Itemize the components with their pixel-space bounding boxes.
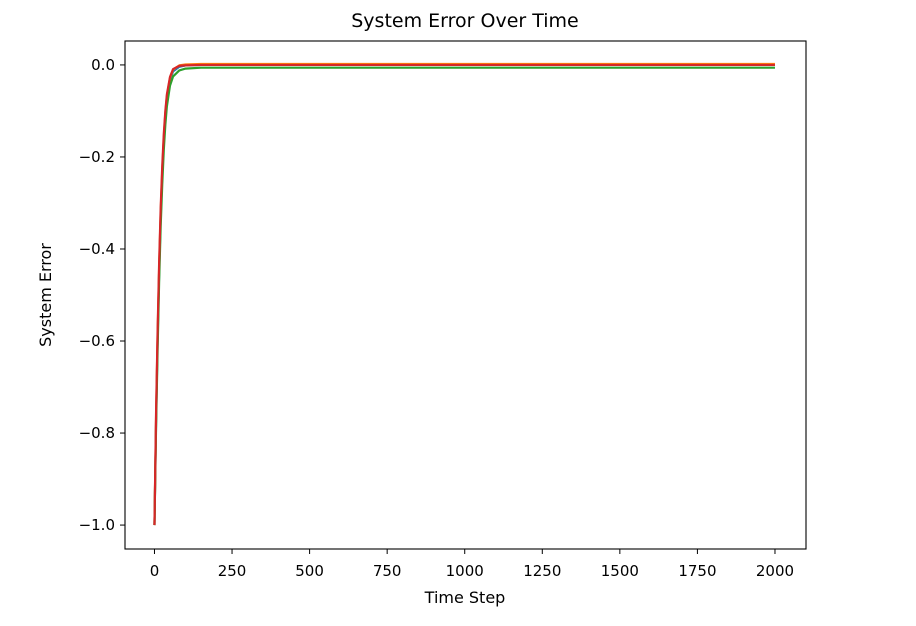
x-tick-label: 1750 [678, 562, 716, 580]
y-axis-title: System Error [36, 243, 55, 347]
chart-title: System Error Over Time [351, 10, 578, 32]
series-line-3 [153, 66, 775, 526]
x-axis-title: Time Step [424, 588, 506, 607]
y-axis: 0.0 −0.2 −0.4 −0.6 −0.8 −1.0 [79, 56, 125, 534]
series-layer [153, 62, 775, 526]
series-line-4 [153, 63, 775, 526]
series-line-1 [153, 63, 775, 526]
y-tick-label: −0.2 [79, 148, 115, 166]
y-tick-label: −1.0 [79, 516, 115, 534]
x-tick-label: 0 [150, 562, 160, 580]
x-tick-label: 750 [373, 562, 402, 580]
x-axis: 0 250 500 750 1000 1250 1500 1750 2000 [150, 549, 794, 580]
plot-area-frame [124, 40, 807, 550]
y-tick-label: −0.6 [79, 332, 115, 350]
x-tick-label: 2000 [756, 562, 794, 580]
series-line-2 [153, 62, 775, 526]
x-tick-label: 250 [218, 562, 247, 580]
x-tick-label: 1250 [523, 562, 561, 580]
y-tick-label: −0.4 [79, 240, 115, 258]
x-tick-label: 1500 [601, 562, 639, 580]
x-tick-label: 1000 [446, 562, 484, 580]
y-tick-label: −0.8 [79, 424, 115, 442]
y-tick-label: 0.0 [91, 56, 115, 74]
x-tick-label: 500 [295, 562, 324, 580]
